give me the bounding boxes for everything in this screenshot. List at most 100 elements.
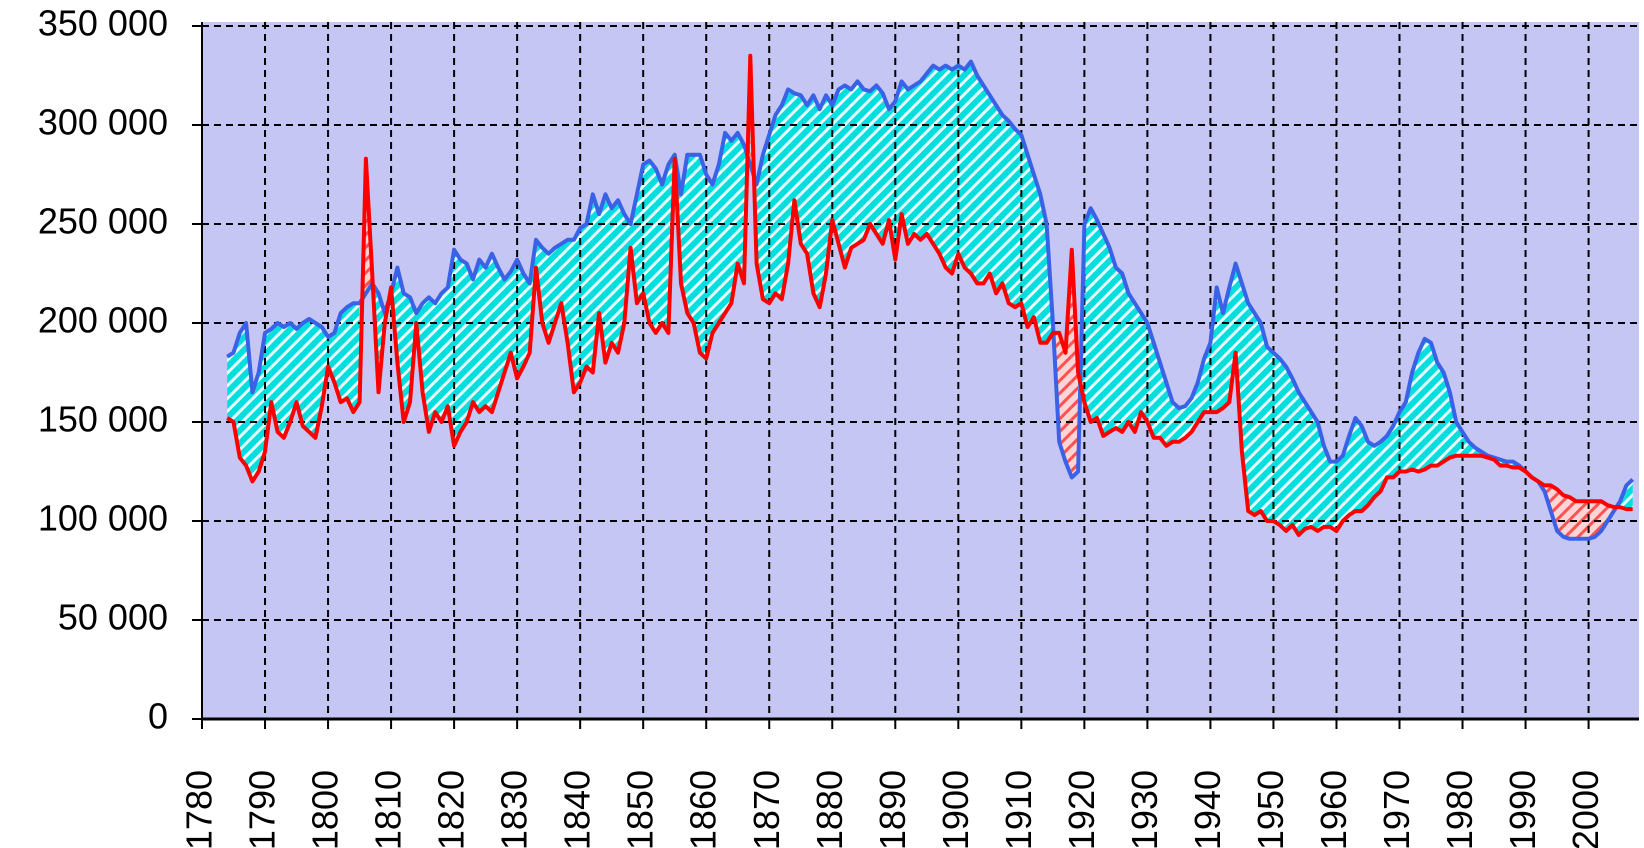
difference-fill — [447, 249, 455, 446]
difference-fill — [1267, 346, 1274, 521]
x-tick-label: 1890 — [872, 770, 913, 848]
difference-fill — [1286, 366, 1293, 531]
y-tick-label: 200 000 — [38, 300, 168, 341]
difference-fill — [1292, 378, 1299, 535]
difference-fill — [239, 323, 247, 466]
difference-fill — [655, 168, 663, 333]
difference-fill — [945, 65, 953, 274]
difference-fill — [1015, 128, 1022, 308]
difference-fill — [1311, 412, 1318, 531]
difference-fill — [775, 105, 782, 300]
difference-fill — [1569, 497, 1576, 539]
difference-fill — [466, 263, 474, 422]
difference-fill — [706, 174, 713, 359]
difference-fill — [920, 73, 927, 240]
difference-fill — [1027, 154, 1034, 327]
difference-fill — [781, 89, 789, 300]
difference-fill — [473, 259, 480, 413]
difference-fill — [1273, 352, 1280, 525]
difference-fill — [580, 224, 587, 383]
difference-fill — [290, 323, 297, 422]
difference-fill — [561, 239, 568, 343]
difference-fill — [788, 89, 795, 264]
difference-fill — [996, 105, 1003, 294]
difference-fill — [1021, 134, 1028, 327]
x-tick-label: 1980 — [1439, 770, 1480, 848]
x-tick-label: 1870 — [746, 770, 787, 848]
x-tick-label: 1800 — [305, 770, 346, 848]
difference-fill — [1336, 455, 1343, 531]
difference-fill — [1575, 501, 1583, 539]
difference-fill — [762, 134, 770, 304]
difference-fill — [1443, 372, 1450, 462]
difference-fill — [718, 132, 726, 323]
x-tick-label: 1840 — [557, 770, 598, 848]
difference-fill — [617, 200, 625, 353]
difference-fill — [1040, 194, 1047, 343]
y-tick-label: 300 000 — [38, 102, 168, 143]
difference-fill — [403, 293, 410, 422]
difference-fill — [296, 323, 303, 426]
difference-fill — [882, 93, 889, 244]
difference-fill — [769, 115, 776, 304]
difference-fill — [939, 65, 946, 268]
x-tick-label: 1920 — [1061, 770, 1102, 848]
difference-fill — [517, 259, 524, 379]
difference-fill — [725, 132, 732, 314]
difference-fill — [611, 200, 618, 353]
x-tick-label: 1910 — [998, 770, 1039, 848]
difference-fill — [989, 95, 997, 294]
difference-fill — [1090, 208, 1097, 422]
difference-fill — [1424, 338, 1432, 470]
difference-fill — [1374, 441, 1381, 498]
difference-fill — [340, 307, 347, 403]
x-tick-label: 1930 — [1124, 770, 1165, 848]
difference-fill — [649, 160, 656, 333]
difference-fill — [1002, 115, 1009, 304]
difference-fill — [428, 297, 436, 432]
difference-fill — [1330, 461, 1337, 531]
difference-fill — [605, 194, 612, 363]
difference-fill — [353, 303, 360, 413]
difference-fill — [548, 247, 555, 343]
difference-fill — [838, 85, 845, 268]
x-tick-label: 1970 — [1376, 770, 1417, 848]
x-tick-label: 1780 — [179, 770, 220, 848]
difference-fill — [813, 95, 820, 308]
y-tick-label: 0 — [148, 696, 168, 737]
difference-fill — [1229, 263, 1236, 403]
difference-fill — [1588, 501, 1595, 539]
difference-fill — [309, 319, 316, 438]
difference-fill — [970, 61, 978, 284]
difference-fill — [1103, 233, 1110, 436]
difference-fill — [712, 164, 719, 333]
y-tick-label: 50 000 — [58, 597, 168, 638]
difference-fill — [1033, 174, 1041, 343]
difference-fill — [1122, 273, 1129, 432]
difference-fill — [983, 85, 990, 284]
difference-fill — [1147, 323, 1154, 438]
difference-fill — [863, 89, 871, 240]
series-line — [226, 53, 1633, 537]
difference-fill — [1279, 358, 1287, 531]
difference-fill — [1178, 406, 1186, 442]
x-tick-label: 2000 — [1565, 770, 1606, 848]
difference-fill — [1557, 489, 1564, 537]
difference-fill — [1418, 338, 1425, 472]
difference-fill — [1059, 332, 1066, 462]
difference-fill — [397, 267, 404, 422]
difference-fill — [1349, 418, 1356, 516]
x-tick-label: 1810 — [368, 770, 409, 848]
difference-fill — [1109, 247, 1116, 432]
difference-fill — [435, 293, 442, 422]
difference-fill — [586, 194, 593, 373]
difference-fill — [1185, 398, 1192, 438]
y-tick-label: 350 000 — [38, 3, 168, 44]
difference-fill — [800, 95, 808, 254]
x-tick-label: 1850 — [620, 770, 661, 848]
difference-fill — [346, 303, 354, 413]
x-tick-label: 1860 — [683, 770, 724, 848]
difference-fill — [498, 267, 505, 393]
difference-fill — [1008, 121, 1016, 308]
